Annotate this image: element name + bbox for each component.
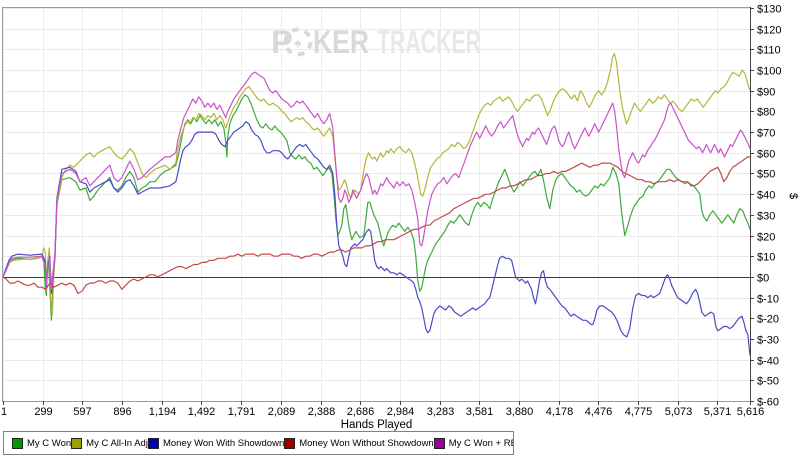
x-tick-label: 3,283 — [427, 406, 455, 418]
y-tick-label: $80 — [757, 107, 775, 119]
legend-swatch-blue — [147, 437, 159, 449]
legend-item-money-won-with-showdown: Money Won With Showdown — [147, 437, 285, 449]
y-tick-label: $60 — [757, 149, 775, 161]
y-tick-label: $-30 — [757, 335, 779, 347]
x-tick-label: 1,194 — [149, 406, 177, 418]
x-tick-label: 2,089 — [268, 406, 296, 418]
x-tick-label: 5,371 — [704, 406, 732, 418]
x-tick-label: 2,686 — [347, 406, 375, 418]
x-tick-label: 3,880 — [506, 406, 534, 418]
x-tick-label: 4,775 — [625, 406, 653, 418]
x-tick-label: 4,178 — [546, 406, 574, 418]
y-tick-label: $-20 — [757, 314, 779, 326]
x-axis-title: Hands Played — [341, 419, 413, 431]
y-tick-label: $120 — [757, 25, 781, 37]
series-line-money-won-without-showdown — [2, 156, 750, 294]
x-tick-label: 2,984 — [387, 406, 415, 418]
legend-label: Money Won Without Showdown — [299, 437, 434, 449]
y-tick-label: $100 — [757, 66, 781, 78]
x-tick-label: 597 — [73, 406, 91, 418]
legend-item-my-c-won-plus-rb: My C Won + RB — [433, 437, 514, 449]
y-tick-label: $-60 — [757, 397, 779, 409]
legend-item-my-c-won: My C Won — [12, 437, 72, 449]
y-tick-label: $10 — [757, 252, 775, 264]
y-tick-label: $-10 — [757, 294, 779, 306]
y-tick-label: $-40 — [757, 356, 779, 368]
x-tick-label: 1,492 — [188, 406, 216, 418]
y-tick-label: $40 — [757, 190, 775, 202]
y-axis-title: $ — [787, 193, 799, 199]
legend-swatch-magenta — [433, 437, 445, 449]
legend-item-my-c-all-in-adj: My C All-In Adj — [71, 437, 148, 449]
y-tick-label: $50 — [757, 169, 775, 181]
y-tick-label: $90 — [757, 87, 775, 99]
x-tick-label: 299 — [34, 406, 52, 418]
watermark-text-p: P — [271, 24, 293, 60]
x-tick-label: 1 — [1, 406, 7, 418]
y-tick-label: $130 — [757, 4, 781, 16]
y-tick-label: $110 — [757, 45, 781, 57]
x-tick-label: 3,581 — [466, 406, 494, 418]
series-line-my-c-all-in-adj — [2, 52, 751, 315]
legend-label: My C All-In Adj — [86, 437, 148, 449]
series-line-my-c-won-rb — [2, 71, 751, 290]
pokertracker-watermark-logo: P ♠ KER TRACKER — [271, 24, 481, 60]
legend-label: My C Won — [27, 437, 72, 449]
watermark-text-tracker: TRACKER — [377, 24, 481, 60]
y-tick-label: $30 — [757, 211, 775, 223]
legend-swatch-green — [12, 437, 23, 449]
spade-icon: ♠ — [295, 35, 302, 50]
graph-legend: My C Won My C All-In Adj Money Won With … — [3, 431, 514, 455]
x-tick-label: 5,616 — [737, 406, 765, 418]
series-line-money-won-with-showdown — [2, 121, 751, 356]
watermark-text-ker: KER — [313, 24, 369, 60]
legend-item-money-won-without-showdown: Money Won Without Showdown — [284, 437, 434, 449]
legend-label: Money Won With Showdown — [162, 437, 285, 449]
legend-swatch-dark-red — [284, 437, 296, 449]
x-tick-label: 5,073 — [665, 406, 693, 418]
series-line-my-c-won — [2, 94, 751, 321]
legend-swatch-olive — [71, 437, 83, 449]
y-tick-label: $-50 — [757, 376, 779, 388]
y-tick-label: $70 — [757, 128, 775, 140]
legend-label: My C Won + RB — [448, 437, 514, 449]
y-tick-label: $0 — [757, 273, 769, 285]
x-tick-label: 2,388 — [308, 406, 336, 418]
x-tick-label: 4,476 — [585, 406, 613, 418]
y-tick-label: $20 — [757, 232, 775, 244]
x-tick-label: 1,791 — [228, 406, 256, 418]
x-tick-label: 896 — [113, 406, 131, 418]
poker-chip-icon — [283, 27, 313, 57]
